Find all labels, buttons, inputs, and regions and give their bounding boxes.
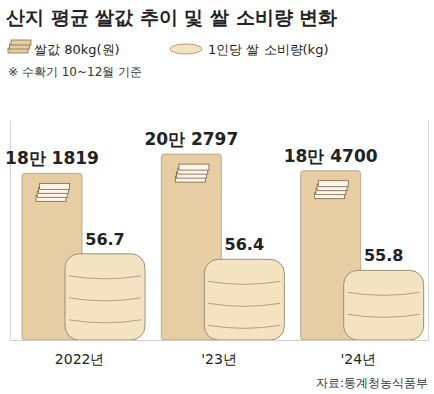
x-axis-line xyxy=(11,340,429,341)
data-label: 18만 4700 xyxy=(284,146,378,166)
data-label: 18만 1819 xyxy=(5,148,99,168)
consumption-sack xyxy=(344,270,424,340)
data-label: 56.4 xyxy=(225,235,264,254)
data-label: 56.7 xyxy=(85,230,124,249)
y2-axis-line xyxy=(428,121,429,341)
sack-seam xyxy=(208,303,280,306)
cash-icon xyxy=(175,164,209,182)
sack-seam xyxy=(69,298,141,301)
x-tick-label: '24년 xyxy=(340,351,376,367)
data-labels: 18만 1819 20만 2797 18만 4700 56.7 56.4 55.8 xyxy=(5,129,403,265)
x-tick-label: '23년 xyxy=(201,351,237,367)
sack-seam xyxy=(69,320,141,323)
legend-icon xyxy=(170,44,202,54)
legend-label: 쌀값 80kg(원) xyxy=(34,42,120,57)
sack-seam xyxy=(348,314,420,317)
y2-axis xyxy=(428,121,429,341)
x-tick-label: 2022년 xyxy=(55,351,105,367)
sack-seam xyxy=(348,292,420,295)
x-axis: 2022년 '23년 '24년 xyxy=(11,340,429,367)
subtitle: ※ 수확기 10~12월 기준 xyxy=(8,65,142,79)
sack-seam xyxy=(208,281,280,284)
cash-icon xyxy=(315,181,349,199)
legend-label: 1인당 쌀 소비량(kg) xyxy=(208,42,328,57)
consumption-sack xyxy=(65,254,145,340)
source: 자료:통계청농식품부 xyxy=(316,376,428,390)
legend-swatch xyxy=(11,40,31,45)
legend: 쌀값 80kg(원) 1인당 쌀 소비량(kg) xyxy=(8,40,328,57)
plot-area xyxy=(22,154,424,340)
x-tick: 2022년 xyxy=(55,340,105,367)
cash-note xyxy=(40,183,70,189)
cash-note xyxy=(318,181,348,187)
title: 산지 평균 쌀값 추이 및 쌀 소비량 변화 xyxy=(6,6,337,28)
x-tick: '23년 xyxy=(201,340,237,367)
data-label: 55.8 xyxy=(364,246,403,265)
consumption-sack xyxy=(204,259,284,340)
x-tick: '24년 xyxy=(340,340,376,367)
data-label: 20만 2797 xyxy=(144,129,238,149)
sack-seam xyxy=(69,276,141,279)
chart-svg: 산지 평균 쌀값 추이 및 쌀 소비량 변화쌀값 80kg(원) 1인당 쌀 소비… xyxy=(0,0,434,394)
legend-swatch xyxy=(170,44,202,54)
cash-icon xyxy=(36,183,70,201)
cash-note xyxy=(179,164,209,170)
sack-seam xyxy=(208,325,280,328)
legend-icon xyxy=(8,40,31,53)
